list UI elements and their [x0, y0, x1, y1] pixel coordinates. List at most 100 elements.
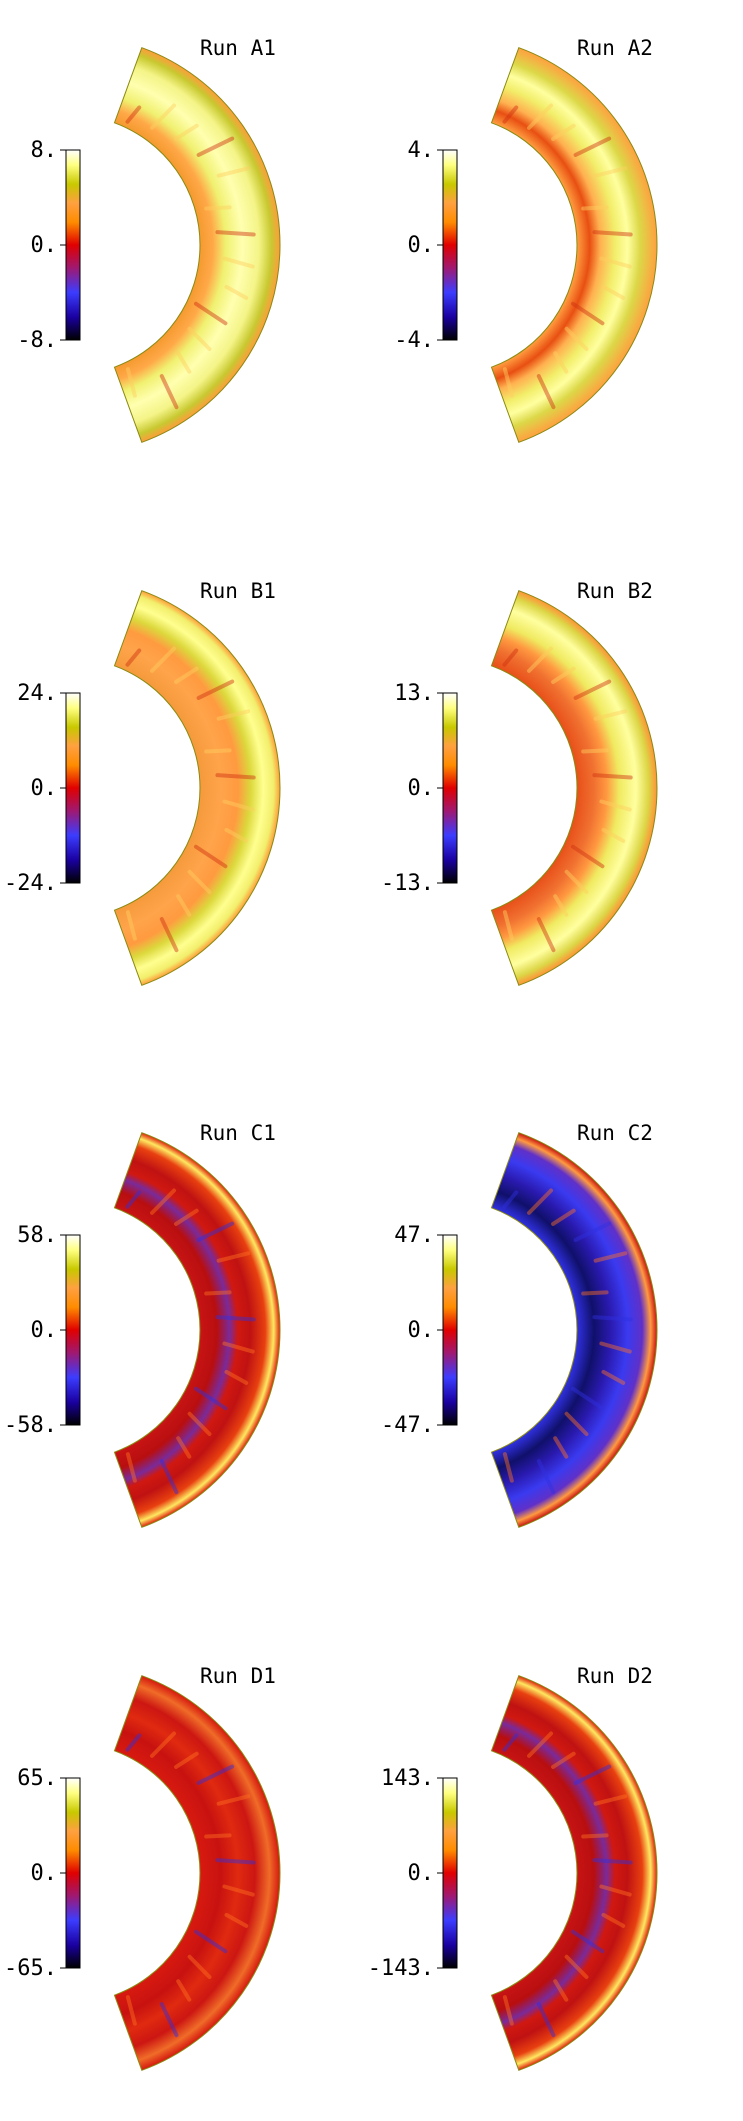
- field-streak: [601, 1912, 626, 1928]
- field-streak: [551, 1751, 576, 1769]
- colorbar-label-max: 65.: [17, 1766, 57, 1791]
- field-streak: [570, 301, 605, 326]
- panel-7: 65. 0. -65. Run D1: [4, 1664, 281, 2071]
- field-streak: [527, 1731, 554, 1758]
- colorbar-label-mid: 0.: [408, 1861, 435, 1886]
- colorbar: [442, 1234, 458, 1426]
- field-streak: [551, 1208, 576, 1226]
- field-streak: [216, 1251, 251, 1263]
- field-streak: [216, 166, 251, 178]
- field-streak: [601, 1369, 626, 1385]
- field-streak: [193, 301, 228, 326]
- colorbar-label-min: -47.: [381, 1413, 434, 1438]
- field-streak: [553, 351, 569, 374]
- field-streak: [125, 367, 137, 398]
- field-streak: [564, 1954, 589, 1980]
- colorbar: [65, 692, 81, 884]
- panel-title: Run D2: [577, 1664, 653, 1688]
- colorbar: [65, 149, 81, 341]
- colorbar: [442, 149, 458, 341]
- field-streak: [573, 1221, 612, 1242]
- colorbar-label-mid: 0.: [408, 1318, 435, 1343]
- field-streak: [196, 1764, 235, 1785]
- field-streak: [222, 799, 255, 812]
- field-streak: [592, 1858, 633, 1865]
- field-streak: [222, 1884, 255, 1897]
- field-streak: [222, 256, 255, 269]
- field-streak: [601, 827, 626, 843]
- field-streak: [581, 1833, 609, 1839]
- field-streak: [502, 1733, 519, 1752]
- field-streak: [159, 1459, 179, 1495]
- field-streak: [196, 1221, 235, 1242]
- shell-6: [490, 1132, 658, 1528]
- field-streak: [592, 230, 633, 237]
- field-streak: [204, 205, 232, 211]
- panel-3: 24. 0. -24. Run B1: [4, 579, 281, 986]
- field-streak: [150, 646, 177, 673]
- panel-title: Run D1: [200, 1664, 276, 1688]
- field-streak: [187, 1411, 212, 1437]
- field-streak: [150, 1188, 177, 1215]
- field-streak: [224, 1912, 249, 1928]
- colorbar-label-mid: 0.: [31, 1861, 58, 1886]
- field-streak: [573, 679, 612, 700]
- field-streak: [215, 1315, 256, 1322]
- colorbar-label-mid: 0.: [31, 1318, 58, 1343]
- colorbar-label-min: -24.: [4, 871, 57, 896]
- colorbar-label-min: -143.: [368, 1956, 434, 1981]
- field-streak: [527, 646, 554, 673]
- field-streak: [176, 1436, 192, 1459]
- field-streak: [224, 1369, 249, 1385]
- field-streak: [601, 284, 626, 300]
- field-streak: [593, 1251, 628, 1263]
- field-streak: [193, 1386, 228, 1411]
- field-streak: [536, 1459, 556, 1495]
- field-streak: [573, 1764, 612, 1785]
- colorbar-label-mid: 0.: [31, 776, 58, 801]
- field-streak: [593, 1794, 628, 1806]
- field-streak: [551, 666, 576, 684]
- field-streak: [502, 648, 519, 667]
- field-streak: [599, 256, 632, 269]
- panel-4: 13. 0. -13. Run B2: [381, 579, 658, 986]
- colorbar-label-min: -8.: [17, 328, 57, 353]
- colorbar: [65, 1234, 81, 1426]
- field-streak: [174, 123, 199, 141]
- field-streak: [125, 1995, 137, 2026]
- field-streak: [536, 374, 556, 410]
- colorbar-label-max: 13.: [394, 681, 434, 706]
- field-streak: [553, 1436, 569, 1459]
- field-streak: [502, 1452, 514, 1483]
- field-streak: [581, 748, 609, 754]
- field-streak: [592, 1315, 633, 1322]
- field-streak: [564, 326, 589, 352]
- field-streak: [592, 773, 633, 780]
- field-streak: [581, 1290, 609, 1296]
- field-streak: [196, 136, 235, 157]
- panel-title: Run A1: [200, 36, 276, 60]
- field-streak: [564, 1411, 589, 1437]
- colorbar-label-max: 4.: [408, 138, 435, 163]
- field-streak: [502, 1995, 514, 2026]
- field-streak: [174, 1751, 199, 1769]
- field-streak: [187, 1954, 212, 1980]
- shell-7: [113, 1675, 281, 2071]
- field-streak: [224, 284, 249, 300]
- colorbar-label-min: -58.: [4, 1413, 57, 1438]
- field-streak: [204, 1290, 232, 1296]
- panel-8: 143. 0. -143. Run D2: [368, 1664, 658, 2071]
- field-streak: [176, 1979, 192, 2002]
- field-streak: [159, 917, 179, 953]
- field-streak: [527, 1188, 554, 1215]
- field-streak: [551, 123, 576, 141]
- shell-5: [113, 1132, 281, 1528]
- panel-title: Run C1: [200, 1121, 276, 1145]
- field-streak: [536, 917, 556, 953]
- field-streak: [564, 869, 589, 895]
- colorbar-label-min: -4.: [394, 328, 434, 353]
- shell-2: [490, 47, 658, 443]
- field-streak: [215, 1858, 256, 1865]
- field-streak: [176, 351, 192, 374]
